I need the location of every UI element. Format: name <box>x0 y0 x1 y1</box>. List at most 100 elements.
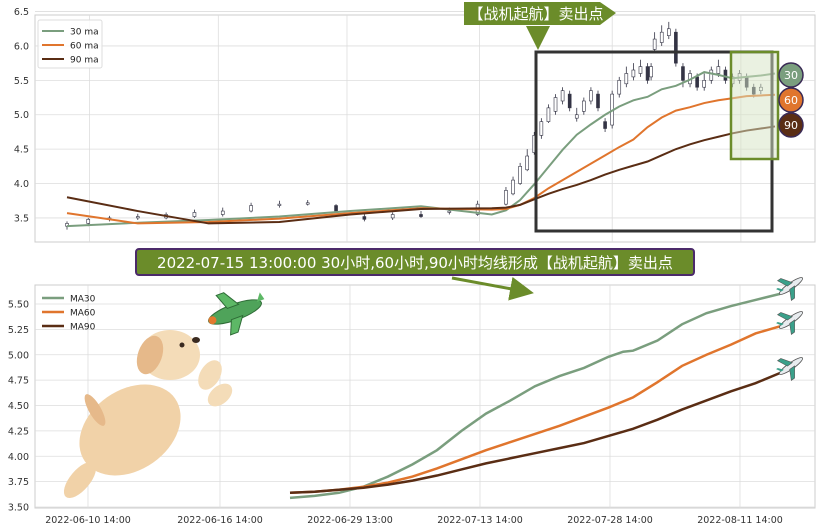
bottom-title-text: 2022-07-15 13:00:00 30小时,60小时,90小时均线形成【战… <box>157 254 673 272</box>
candle-body <box>723 69 728 81</box>
candle-body <box>447 210 452 213</box>
ma-badge-label: 30 <box>784 69 798 82</box>
candle-body <box>560 90 565 102</box>
dog-body <box>79 384 181 476</box>
candle-body <box>649 66 653 78</box>
bottom-ma-line-MA60 <box>289 325 781 495</box>
airplane-wing <box>789 285 795 301</box>
dog-paw <box>198 360 222 390</box>
dog-nose <box>192 337 200 343</box>
bottom-y-tick-label: 4.25 <box>8 426 29 437</box>
ma-badge-label: 90 <box>784 119 798 132</box>
toy-plane-tail <box>256 292 265 302</box>
candle-body <box>390 214 395 219</box>
candle-body <box>582 100 586 112</box>
candle-body <box>631 69 636 78</box>
candle-body <box>539 121 544 136</box>
airplane-wing <box>776 312 793 321</box>
candle-body <box>518 166 522 184</box>
bottom-y-tick-label: 3.75 <box>8 477 29 488</box>
dog-eye <box>179 342 185 348</box>
top-y-tick-label: 3.5 <box>14 213 29 224</box>
bottom-y-tick-label: 4.75 <box>8 376 29 387</box>
candle-body <box>419 214 423 217</box>
airplane-tail <box>776 321 784 326</box>
candle-body <box>86 219 91 224</box>
candle-body <box>695 76 699 88</box>
bottom-x-tick-label: 2022-06-29 13:00 <box>307 515 393 526</box>
airplane-tail <box>776 367 784 372</box>
candle-body <box>652 38 657 50</box>
candle-body <box>334 205 338 212</box>
candle-body <box>362 216 367 220</box>
bottom-x-tick-label: 2022-07-13 14:00 <box>437 515 523 526</box>
top-y-tick-label: 4.0 <box>14 179 29 190</box>
bottom-y-tick-label: 5.50 <box>8 300 29 311</box>
airplane-wing <box>776 358 793 367</box>
candle-body <box>624 73 629 85</box>
toy-plane-icon <box>208 292 265 336</box>
candle-body <box>666 28 671 36</box>
airplane-tail <box>776 287 784 292</box>
top-legend-label: 90 ma <box>70 56 99 66</box>
candle-body <box>504 190 508 205</box>
candle-body <box>277 203 282 206</box>
candle-body <box>589 90 593 102</box>
candle-body <box>638 66 643 74</box>
candle-body <box>574 114 579 119</box>
candle-body <box>546 107 551 122</box>
bottom-y-tick-label: 4.50 <box>8 401 29 412</box>
candle-body <box>525 155 530 171</box>
sell-banner-text: 【战机起航】卖出点 <box>468 5 603 23</box>
top-y-tick-label: 6.5 <box>14 7 29 18</box>
bottom-legend-label: MA90 <box>70 323 96 333</box>
candle-body <box>709 69 714 81</box>
candle-body <box>192 212 197 217</box>
bottom-x-tick-label: 2022-07-28 14:00 <box>567 515 653 526</box>
top-legend-label: 60 ma <box>70 42 99 52</box>
toy-plane-propeller <box>208 316 217 325</box>
sell-banner <box>464 2 616 25</box>
bottom-y-tick-label: 3.50 <box>8 503 29 514</box>
bottom-y-tick-label: 5.00 <box>8 350 29 361</box>
candle-body <box>617 80 622 95</box>
bottom-legend-label: MA30 <box>70 295 96 305</box>
sell-zone-box <box>729 50 780 161</box>
bottom-x-tick-label: 2022-08-11 14:00 <box>697 515 783 526</box>
candle-body <box>603 121 607 129</box>
bottom-legend-label: MA60 <box>70 309 96 319</box>
ma-badge-90 <box>778 112 804 138</box>
bottom-ma-line-MA90 <box>289 371 781 495</box>
airplane-wing <box>789 319 795 335</box>
top-ma-line-30-ma <box>66 71 776 228</box>
bottom-x-tick-label: 2022-06-16 14:00 <box>177 515 263 526</box>
candle-body <box>681 66 685 81</box>
airplane-wing <box>776 278 793 287</box>
bottom-y-tick-label: 4.00 <box>8 452 29 463</box>
candle-body <box>716 66 721 74</box>
candle-body <box>702 80 707 88</box>
top-y-tick-label: 5.5 <box>14 76 29 87</box>
candle-body <box>645 66 650 81</box>
dog-tail <box>84 394 106 426</box>
bottom-title-banner <box>135 248 695 276</box>
candle-body <box>553 97 558 112</box>
bottom-x-tick-label: 2022-06-10 14:00 <box>45 515 131 526</box>
ma-badge-label: 60 <box>784 94 798 107</box>
dog-leg <box>63 461 97 499</box>
toy-plane-wing <box>230 314 244 336</box>
bottom-y-tick-label: 5.25 <box>8 325 29 336</box>
candle-body <box>674 31 678 64</box>
dog-paw <box>207 383 233 407</box>
top-ma-line-60-ma <box>66 93 776 225</box>
title-arrow <box>451 276 534 301</box>
candle-body <box>249 205 253 212</box>
top-y-tick-label: 5.0 <box>14 110 29 121</box>
airplane-icon <box>776 357 804 381</box>
toy-plane-wing <box>215 292 240 310</box>
dog-ear <box>136 335 164 375</box>
airplane-wing <box>789 365 795 381</box>
candle-body <box>659 31 664 43</box>
candle-body <box>511 179 515 195</box>
